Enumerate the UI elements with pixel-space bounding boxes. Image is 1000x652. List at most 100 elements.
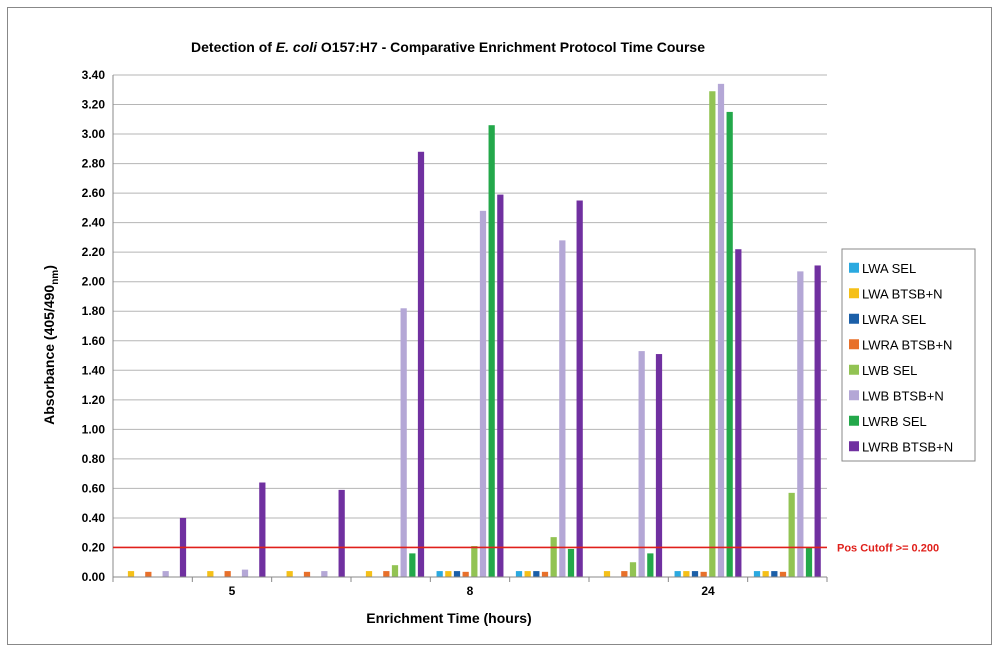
bar [735, 249, 742, 578]
legend-entry: LWB BTSB+N [862, 388, 944, 403]
y-tick-label: 2.40 [82, 216, 106, 230]
y-tick-label: 2.60 [82, 186, 106, 200]
bar [207, 571, 214, 577]
bar [805, 547, 813, 577]
legend-swatch [849, 288, 859, 299]
legend-entry: LWB SEL [862, 363, 917, 378]
y-tick-label: 3.00 [82, 127, 106, 141]
title-part-2: E. coli [276, 39, 318, 55]
legend-swatch [849, 415, 859, 426]
bar [771, 571, 778, 577]
legend-entry: LWRA BTSB+N [862, 337, 952, 352]
bar [674, 571, 681, 577]
legend-swatch [849, 313, 859, 324]
cutoff-line-group: Pos Cutoff >= 0.200 [113, 542, 939, 554]
bar [621, 571, 628, 577]
bar [497, 194, 504, 577]
bar [717, 83, 725, 577]
y-tick-label: 1.40 [82, 363, 106, 377]
y-tick-label: 0.40 [82, 511, 106, 525]
bar [567, 548, 575, 577]
bar [762, 571, 769, 577]
bar [797, 271, 804, 577]
bar [753, 571, 761, 577]
bar [462, 571, 469, 577]
x-axis-title: Enrichment Time (hours) [366, 610, 531, 626]
bar [400, 308, 407, 577]
y-tick-label: 2.80 [82, 157, 106, 171]
legend-box [841, 248, 976, 462]
y-tick-label: 1.20 [82, 393, 106, 407]
y-tick-label: 3.20 [82, 98, 106, 112]
bar [683, 571, 690, 577]
bar [709, 91, 716, 577]
bar [488, 125, 495, 577]
y-tick-label: 3.40 [82, 68, 106, 82]
bar [445, 571, 452, 577]
bar [541, 571, 549, 577]
bar [259, 482, 266, 577]
bar [550, 537, 557, 577]
y-tick-labels: 0.00 0.20 0.40 0.60 0.80 1.00 1.20 1.40 1.60 1.80… [82, 68, 106, 584]
bar [224, 571, 231, 577]
y-tick-label: 1.80 [82, 304, 106, 318]
y-tick-label: 0.80 [82, 452, 106, 466]
bar [788, 492, 795, 577]
legend-entry: LWA BTSB+N [862, 286, 943, 301]
bar [162, 571, 169, 577]
bar [700, 571, 707, 577]
legend: LWA SEL LWA BTSB+N LWRA SEL LWRA BTSB+N LWB … [841, 248, 976, 462]
bar [383, 571, 390, 577]
bar [241, 569, 249, 577]
bar [303, 571, 311, 577]
ylabel-sub: nm [50, 270, 61, 285]
bar [647, 553, 654, 577]
y-tick-label: 0.60 [82, 481, 106, 495]
title-part-1: Detection of [191, 39, 276, 55]
bar [127, 571, 135, 577]
x-tick-label: 8 [467, 584, 474, 598]
legend-swatch [849, 262, 859, 273]
bar [691, 571, 699, 577]
legend-swatch [849, 339, 859, 350]
bar [576, 200, 583, 577]
legend-entry: LWRB BTSB+N [862, 439, 953, 454]
x-tick-label: 5 [229, 584, 236, 598]
bar [479, 210, 487, 577]
bar [436, 571, 443, 577]
bars [127, 83, 821, 578]
bar [286, 571, 293, 577]
legend-entry: LWA SEL [862, 261, 916, 276]
bar [629, 562, 637, 577]
ylabel-main: Absorbance (405/490 [41, 285, 57, 425]
legend-entry: LWRA SEL [862, 312, 926, 327]
bar [338, 489, 345, 577]
bar [655, 354, 663, 577]
bar [391, 565, 399, 577]
bar [603, 571, 611, 577]
bar [515, 571, 523, 577]
bar [638, 351, 645, 577]
x-axis: 5 8 24 [112, 75, 828, 598]
bar [471, 545, 478, 577]
title-part-3: O157:H7 - Comparative Enrichment Protoco… [317, 39, 705, 55]
ylabel-end: ) [41, 265, 57, 270]
bar [524, 571, 531, 577]
legend-swatch [849, 441, 859, 452]
y-tick-label: 0.00 [82, 570, 106, 584]
legend-swatch [849, 364, 859, 375]
bar [726, 111, 733, 577]
chart-title: Detection of E. coli O157:H7 - Comparati… [191, 39, 705, 55]
x-tick-label: 24 [701, 584, 715, 598]
bar [559, 240, 566, 578]
bar [145, 571, 152, 577]
bar [533, 571, 540, 577]
y-axis-title: Absorbance (405/490nm) [41, 265, 61, 425]
bar [321, 571, 328, 577]
legend-swatch [849, 390, 859, 401]
bar [814, 265, 821, 577]
bar [453, 571, 461, 577]
y-tick-label: 1.00 [82, 422, 106, 436]
y-tick-label: 2.20 [82, 245, 106, 259]
